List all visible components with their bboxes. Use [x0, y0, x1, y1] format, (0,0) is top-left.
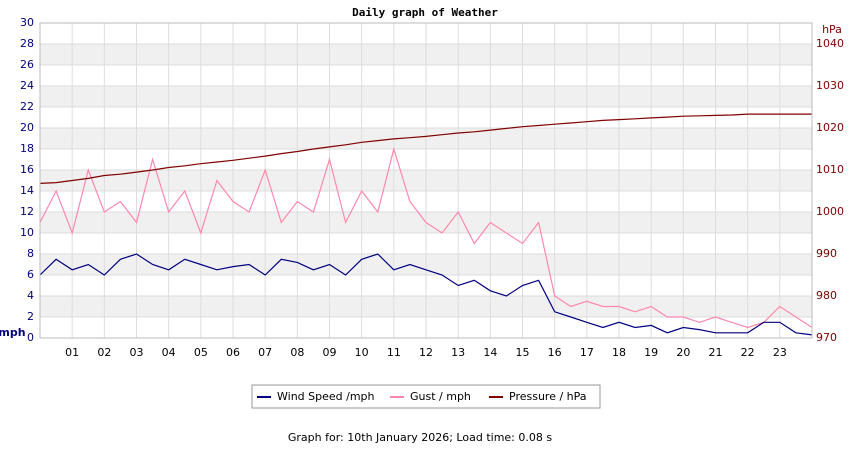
x-tick-label: 18	[612, 346, 626, 359]
y-tick-label: 0	[27, 331, 34, 344]
y2-tick-label: 980	[816, 289, 837, 302]
x-tick-label: 14	[483, 346, 497, 359]
y-tick-label: 6	[27, 268, 34, 281]
x-tick-label: 23	[773, 346, 787, 359]
footer: Graph for: 10th January 2026; Load time:…	[288, 431, 552, 444]
y-tick-label: 28	[20, 37, 34, 50]
y-tick-label: 24	[20, 79, 34, 92]
x-tick-label: 01	[65, 346, 79, 359]
y-tick-label: 22	[20, 100, 34, 113]
y2-tick-label: 1010	[816, 163, 844, 176]
legend-label: Wind Speed /mph	[277, 390, 375, 403]
series-line	[39, 253, 813, 336]
y2-tick-label: 990	[816, 247, 837, 260]
x-tick-label: 03	[130, 346, 144, 359]
y-tick-label: 30	[20, 16, 34, 29]
y-tick-label: 8	[27, 247, 34, 260]
x-tick-label: 13	[451, 346, 465, 359]
x-tick-label: 06	[226, 346, 240, 359]
y-tick-label: 4	[27, 289, 34, 302]
y2-tick-label: 1040	[816, 37, 844, 50]
plot-border	[39, 22, 813, 339]
x-tick-label: 04	[162, 346, 176, 359]
x-tick-label: 16	[548, 346, 562, 359]
y2-tick-label: 970	[816, 331, 837, 344]
x-tick-label: 21	[709, 346, 723, 359]
legend-box	[251, 384, 601, 409]
x-tick-label: 11	[387, 346, 401, 359]
x-tick-label: 19	[644, 346, 658, 359]
x-tick-label: 12	[419, 346, 433, 359]
x-tick-label: 15	[516, 346, 530, 359]
x-tick-label: 10	[355, 346, 369, 359]
y2-tick-label: 1020	[816, 121, 844, 134]
x-tick-label: 05	[194, 346, 208, 359]
series-line	[39, 113, 812, 184]
x-tick-label: 07	[258, 346, 272, 359]
y2-tick-label: 1030	[816, 79, 844, 92]
x-tick-label: 22	[741, 346, 755, 359]
legend-label: Pressure / hPa	[509, 390, 587, 403]
y2-tick-label: 1000	[816, 205, 844, 218]
series-line	[39, 146, 813, 329]
x-tick-label: 08	[290, 346, 304, 359]
y-tick-label: 2	[27, 310, 34, 323]
y-tick-label: 12	[20, 205, 34, 218]
y-tick-label: 26	[20, 58, 34, 71]
legend-label: Gust / mph	[410, 390, 471, 403]
x-tick-label: 02	[97, 346, 111, 359]
y-tick-label: 16	[20, 163, 34, 176]
x-tick-label: 09	[323, 346, 337, 359]
y-tick-label: 10	[20, 226, 34, 239]
y-tick-label: 18	[20, 142, 34, 155]
x-tick-label: 17	[580, 346, 594, 359]
x-tick-label: 20	[676, 346, 690, 359]
chart-title: Daily graph of Weather	[352, 6, 498, 19]
y-tick-label: 14	[20, 184, 34, 197]
y2-axis-label: hPa	[822, 23, 842, 36]
y-tick-label: 20	[20, 121, 34, 134]
y-axis-label: mph	[0, 326, 26, 339]
